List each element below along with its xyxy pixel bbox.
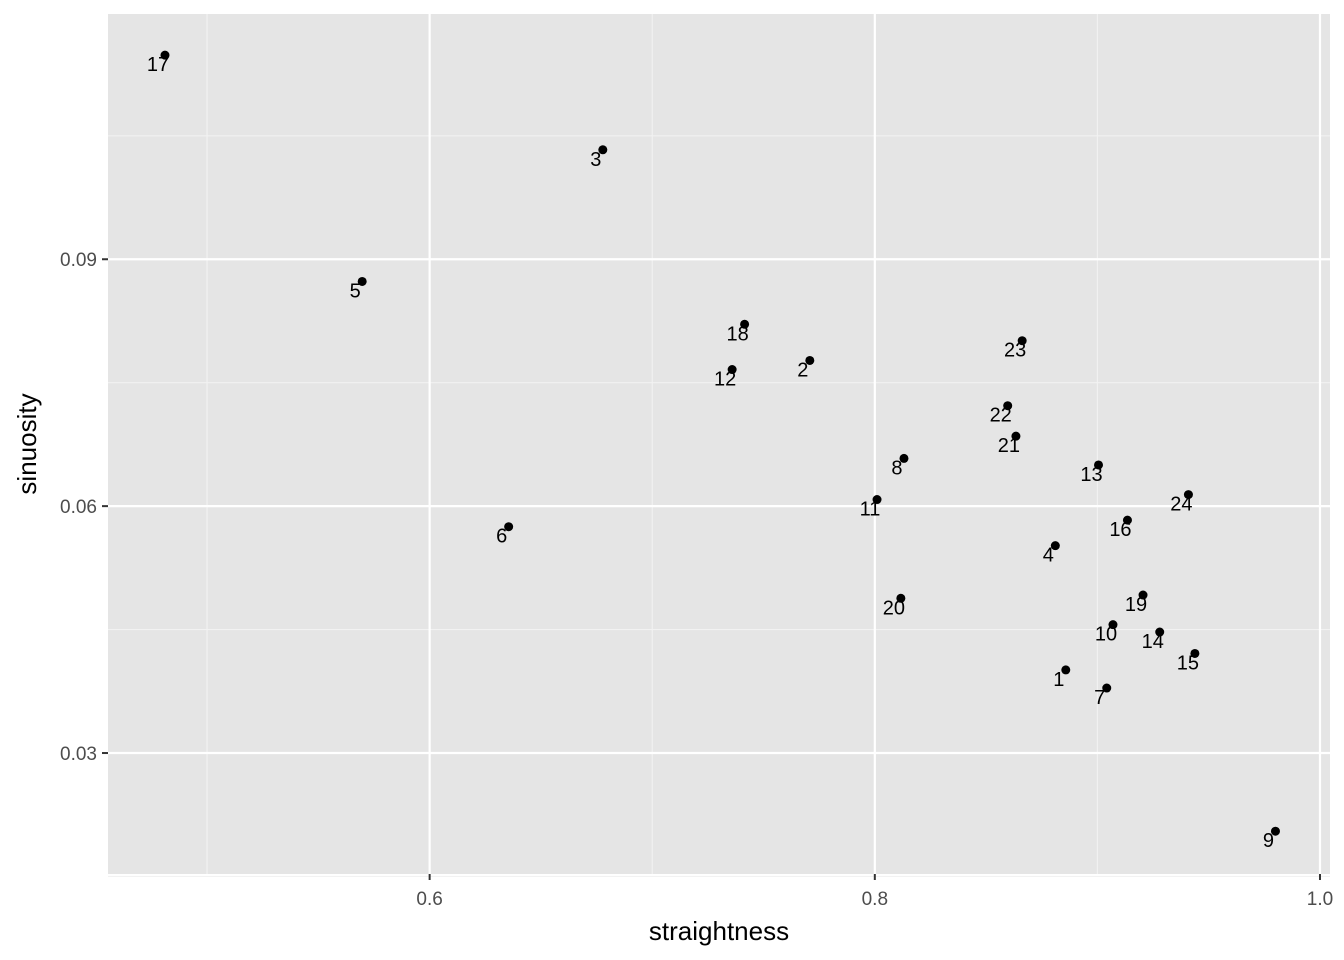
data-point — [160, 50, 170, 60]
data-point — [1155, 627, 1165, 637]
data-point — [1102, 683, 1112, 693]
data-point — [896, 593, 906, 603]
point-label: 8 — [891, 457, 902, 479]
point-label: 4 — [1043, 545, 1054, 567]
data-point — [1183, 490, 1193, 500]
point-label: 18 — [726, 323, 748, 345]
data-points — [160, 50, 1280, 836]
point-label: 10 — [1095, 624, 1117, 646]
point-label: 20 — [883, 597, 905, 619]
point-label: 14 — [1142, 631, 1164, 653]
x-tick-label: 1.0 — [1307, 889, 1333, 910]
point-label: 16 — [1109, 519, 1131, 541]
point-label: 6 — [496, 526, 507, 548]
data-point — [740, 319, 750, 329]
data-point — [1003, 401, 1013, 411]
y-tick-label: 0.06 — [60, 497, 97, 518]
data-point — [1190, 648, 1200, 658]
point-label: 2 — [797, 359, 808, 381]
data-point — [1270, 826, 1280, 836]
data-point — [1017, 336, 1027, 346]
x-axis: 0.6 0.8 1.0 — [416, 874, 1333, 910]
data-point — [1011, 431, 1021, 441]
point-label: 1 — [1053, 669, 1064, 691]
plot-panel — [108, 14, 1330, 874]
point-label: 12 — [714, 369, 736, 391]
data-point — [1138, 590, 1148, 600]
data-point — [357, 276, 367, 286]
point-label: 24 — [1170, 494, 1192, 516]
point-label: 23 — [1004, 340, 1026, 362]
data-point — [504, 522, 514, 532]
data-point — [727, 365, 737, 375]
y-tick-label: 0.09 — [60, 250, 97, 271]
point-label: 19 — [1125, 594, 1147, 616]
point-label: 17 — [147, 54, 169, 76]
data-point — [805, 355, 815, 365]
x-tick-label: 0.6 — [416, 889, 442, 910]
data-point — [1122, 515, 1132, 525]
point-label: 7 — [1094, 687, 1105, 709]
point-label: 5 — [350, 280, 361, 302]
major-gridlines — [108, 14, 1330, 874]
data-point — [872, 495, 882, 505]
point-label: 9 — [1263, 830, 1274, 852]
x-axis-title: straightness — [649, 916, 789, 946]
x-tick-label: 0.8 — [862, 889, 888, 910]
data-point — [899, 453, 909, 463]
point-label: 15 — [1177, 652, 1199, 674]
point-label: 3 — [590, 149, 601, 171]
data-point — [1094, 460, 1104, 470]
data-point — [598, 145, 608, 155]
y-axis: 0.03 0.06 0.09 — [60, 250, 108, 765]
point-label: 21 — [998, 435, 1020, 457]
point-label: 11 — [860, 499, 881, 521]
minor-gridlines — [108, 14, 1330, 878]
y-tick-label: 0.03 — [60, 744, 97, 765]
point-label: 22 — [990, 405, 1012, 427]
y-axis-title: sinuosity — [12, 393, 42, 494]
data-point — [1061, 665, 1071, 675]
point-label: 13 — [1080, 464, 1102, 486]
data-point — [1050, 541, 1060, 551]
data-point — [1108, 620, 1118, 630]
